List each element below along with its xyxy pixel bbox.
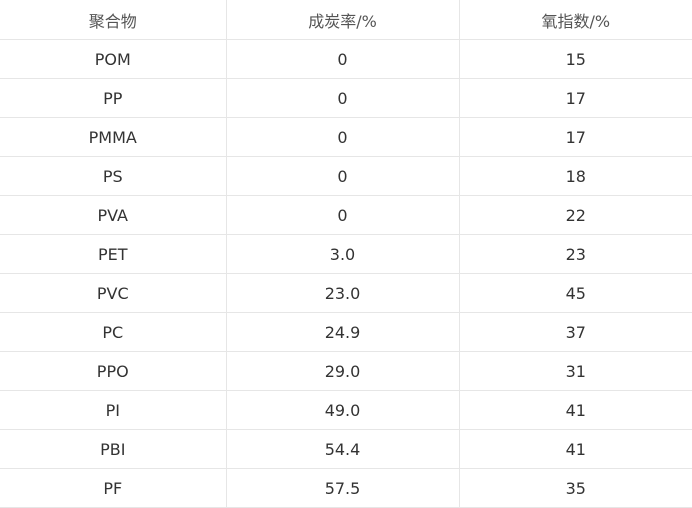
cell-char-yield: 0 xyxy=(225,156,459,196)
cell-oxygen-index: 37 xyxy=(458,312,692,352)
cell-polymer: PVA xyxy=(0,195,226,235)
cell-oxygen-index: 35 xyxy=(458,468,692,508)
cell-char-yield: 0 xyxy=(225,117,459,157)
table-row: PS 0 18 xyxy=(0,156,692,196)
cell-oxygen-index: 23 xyxy=(458,234,692,274)
header-oxygen-index: 氧指数/% xyxy=(458,0,692,40)
table-row: PVC 23.0 45 xyxy=(0,273,692,313)
table-row: PBI 54.4 41 xyxy=(0,429,692,469)
cell-char-yield: 0 xyxy=(225,78,459,118)
cell-oxygen-index: 31 xyxy=(458,351,692,391)
header-row: 聚合物 成炭率/% 氧指数/% xyxy=(0,0,692,40)
cell-polymer: PMMA xyxy=(0,117,226,157)
table-row: PPO 29.0 31 xyxy=(0,351,692,391)
cell-char-yield: 29.0 xyxy=(225,351,459,391)
cell-oxygen-index: 17 xyxy=(458,78,692,118)
cell-char-yield: 3.0 xyxy=(225,234,459,274)
cell-oxygen-index: 15 xyxy=(458,39,692,79)
header-char-yield: 成炭率/% xyxy=(225,0,459,40)
cell-oxygen-index: 17 xyxy=(458,117,692,157)
table-row: PET 3.0 23 xyxy=(0,234,692,274)
cell-char-yield: 54.4 xyxy=(225,429,459,469)
cell-polymer: PP xyxy=(0,78,226,118)
cell-char-yield: 0 xyxy=(225,39,459,79)
cell-polymer: PET xyxy=(0,234,226,274)
cell-polymer: PBI xyxy=(0,429,226,469)
table-row: PI 49.0 41 xyxy=(0,390,692,430)
cell-char-yield: 57.5 xyxy=(225,468,459,508)
cell-polymer: PPO xyxy=(0,351,226,391)
cell-char-yield: 0 xyxy=(225,195,459,235)
cell-polymer: PC xyxy=(0,312,226,352)
cell-oxygen-index: 45 xyxy=(458,273,692,313)
table-row: PMMA 0 17 xyxy=(0,117,692,157)
table-row: PC 24.9 37 xyxy=(0,312,692,352)
table-row: PVA 0 22 xyxy=(0,195,692,235)
cell-polymer: PF xyxy=(0,468,226,508)
cell-polymer: PS xyxy=(0,156,226,196)
cell-oxygen-index: 41 xyxy=(458,429,692,469)
cell-polymer: PVC xyxy=(0,273,226,313)
cell-oxygen-index: 22 xyxy=(458,195,692,235)
cell-char-yield: 23.0 xyxy=(225,273,459,313)
cell-polymer: PI xyxy=(0,390,226,430)
cell-char-yield: 49.0 xyxy=(225,390,459,430)
cell-polymer: POM xyxy=(0,39,226,79)
table-row: PP 0 17 xyxy=(0,78,692,118)
table-row: POM 0 15 xyxy=(0,39,692,79)
cell-char-yield: 24.9 xyxy=(225,312,459,352)
cell-oxygen-index: 18 xyxy=(458,156,692,196)
header-polymer: 聚合物 xyxy=(0,0,226,40)
table-row: PF 57.5 35 xyxy=(0,468,692,508)
cell-oxygen-index: 41 xyxy=(458,390,692,430)
